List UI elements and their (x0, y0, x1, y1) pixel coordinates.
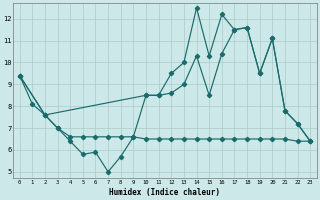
X-axis label: Humidex (Indice chaleur): Humidex (Indice chaleur) (109, 188, 220, 197)
